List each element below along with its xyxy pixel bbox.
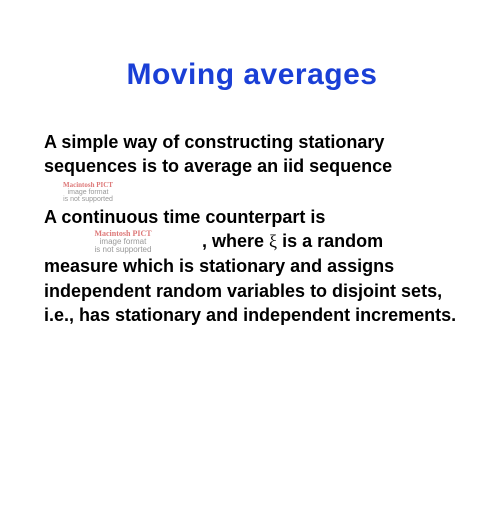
pict-placeholder-icon: Macintosh PICTimage formatis not support… — [44, 182, 132, 202]
paragraph-2: A continuous time counterpart is Macinto… — [44, 205, 460, 327]
para1-text-a: A simple way of constructing stationary … — [44, 132, 392, 176]
paragraph-1: A simple way of constructing stationary … — [44, 130, 460, 203]
slide-container: Moving averages A simple way of construc… — [0, 0, 504, 505]
para2-text-a: A continuous time counterpart is — [44, 207, 325, 227]
slide-body: A simple way of constructing stationary … — [40, 130, 464, 327]
para2-text-b: , where — [202, 231, 269, 251]
xi-symbol: ξ — [269, 231, 277, 251]
pict-line1: Macintosh PICT — [63, 181, 113, 189]
slide-title: Moving averages — [40, 58, 464, 92]
pict-line3-b: is not supported — [95, 245, 152, 254]
pict-line3: is not supported — [63, 196, 113, 203]
pict-placeholder-icon: Macintosh PICTimage formatis not support… — [44, 230, 202, 254]
pict-line2: image format — [68, 189, 109, 196]
